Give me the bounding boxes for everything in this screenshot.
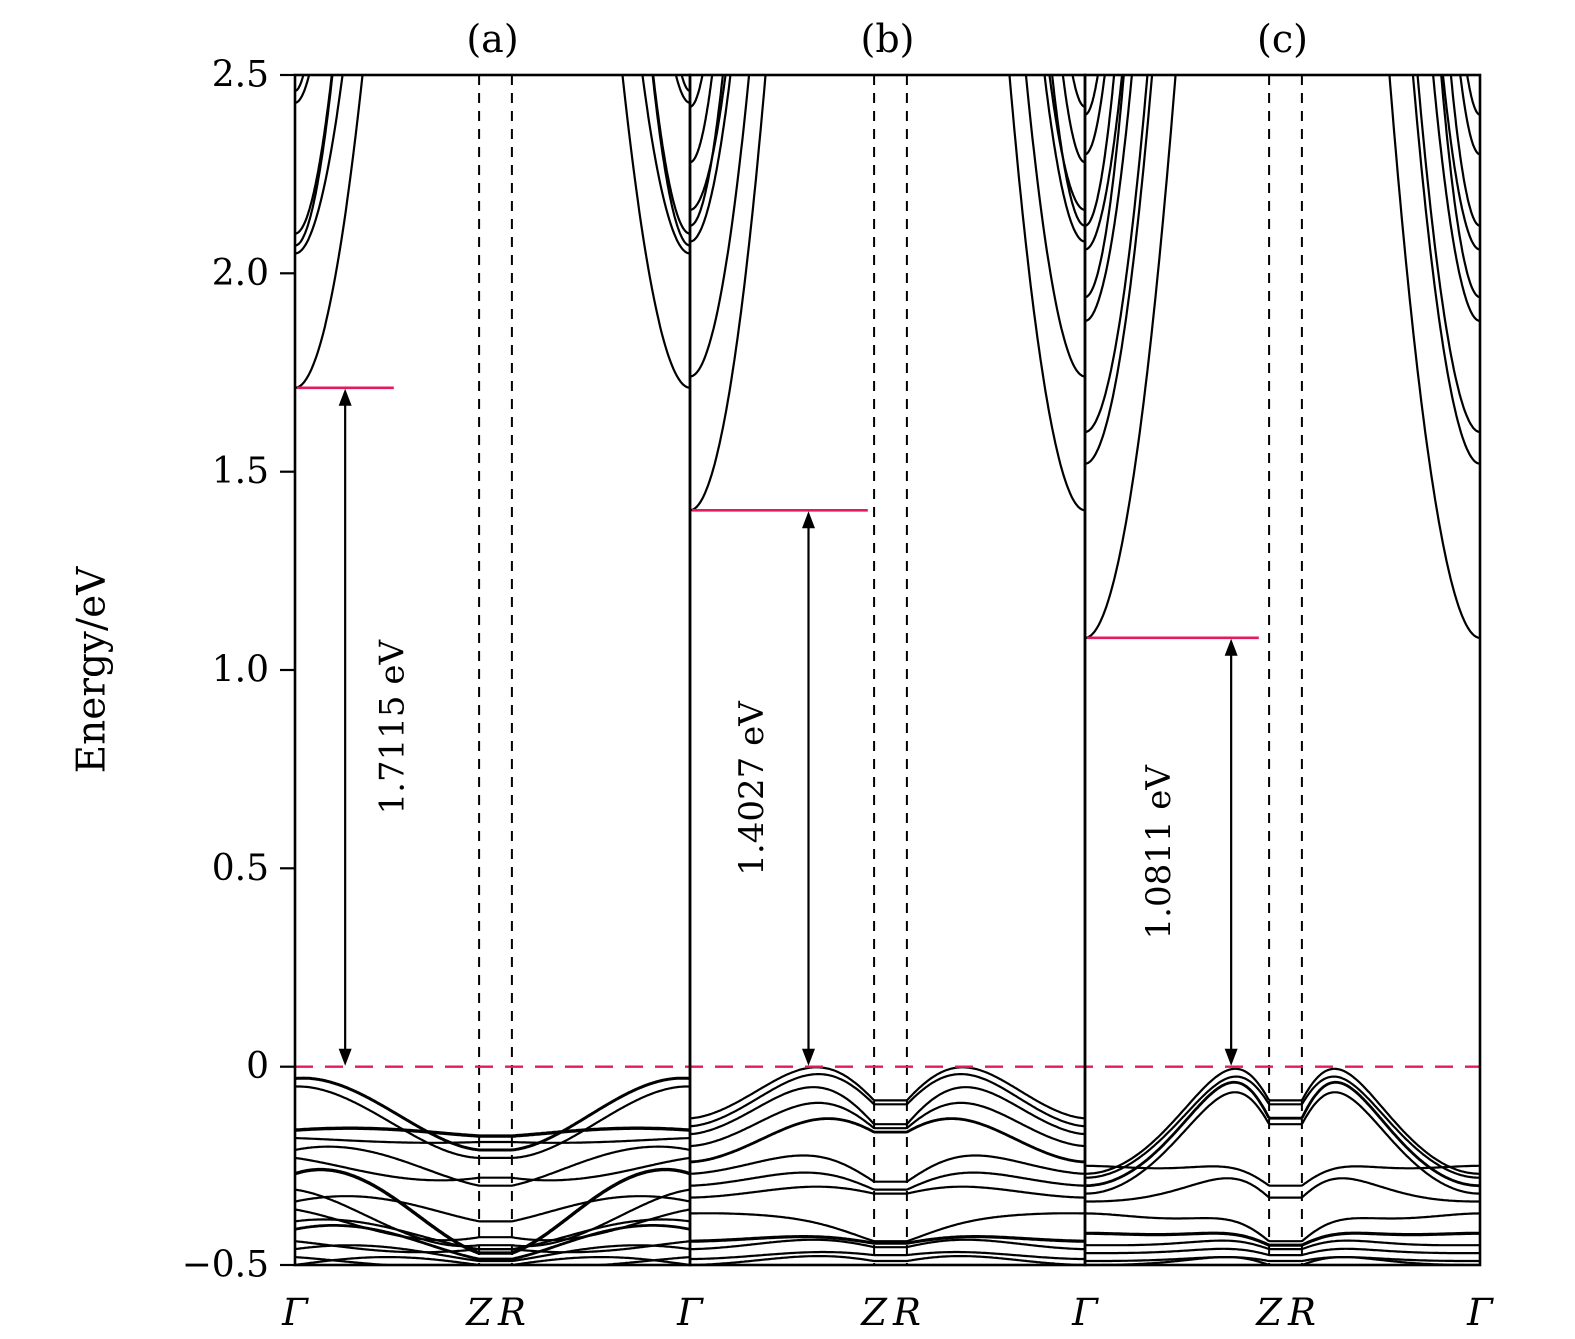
band-gap-arrow — [338, 388, 352, 1066]
k-point-label: Γ — [676, 1291, 704, 1334]
band-gap-value-label: 1.7115 eV — [373, 639, 413, 815]
y-tick-label: 2.0 — [212, 253, 269, 294]
panel-3-bands — [1085, 75, 1480, 1265]
panel-label: (c) — [1257, 17, 1308, 61]
k-point-label: Γ — [1071, 1291, 1099, 1334]
band-gap-arrow — [1224, 638, 1238, 1066]
k-point-label: R — [497, 1291, 526, 1334]
y-tick-label: 0 — [246, 1046, 269, 1087]
band-gap-value-label: 1.4027 eV — [732, 700, 772, 876]
y-tick-label: 2.5 — [212, 55, 269, 96]
k-point-label: Γ — [281, 1291, 309, 1334]
k-point-label: R — [892, 1291, 921, 1334]
k-point-label: Z — [465, 1291, 493, 1334]
panel-border — [293, 73, 692, 1267]
band-gap-arrow — [802, 511, 815, 1066]
y-tick-label: 1.0 — [212, 650, 269, 691]
panel-label: (b) — [861, 17, 915, 61]
k-point-label: R — [1287, 1291, 1316, 1334]
panel-border — [688, 73, 1087, 1267]
panel-2-bands — [690, 75, 1085, 1265]
panel-label: (a) — [466, 17, 518, 61]
k-point-label: Z — [1255, 1291, 1283, 1334]
y-tick-label: 0.5 — [212, 848, 269, 889]
band-gap-value-label: 1.0811 eV — [1139, 764, 1179, 940]
y-tick-label: 1.5 — [212, 451, 269, 492]
k-point-label: Γ — [1466, 1291, 1494, 1334]
k-point-label: Z — [860, 1291, 888, 1334]
y-tick-label: −0.5 — [182, 1245, 269, 1286]
panel-1-bands — [295, 75, 690, 1265]
panel-border — [1083, 73, 1482, 1267]
